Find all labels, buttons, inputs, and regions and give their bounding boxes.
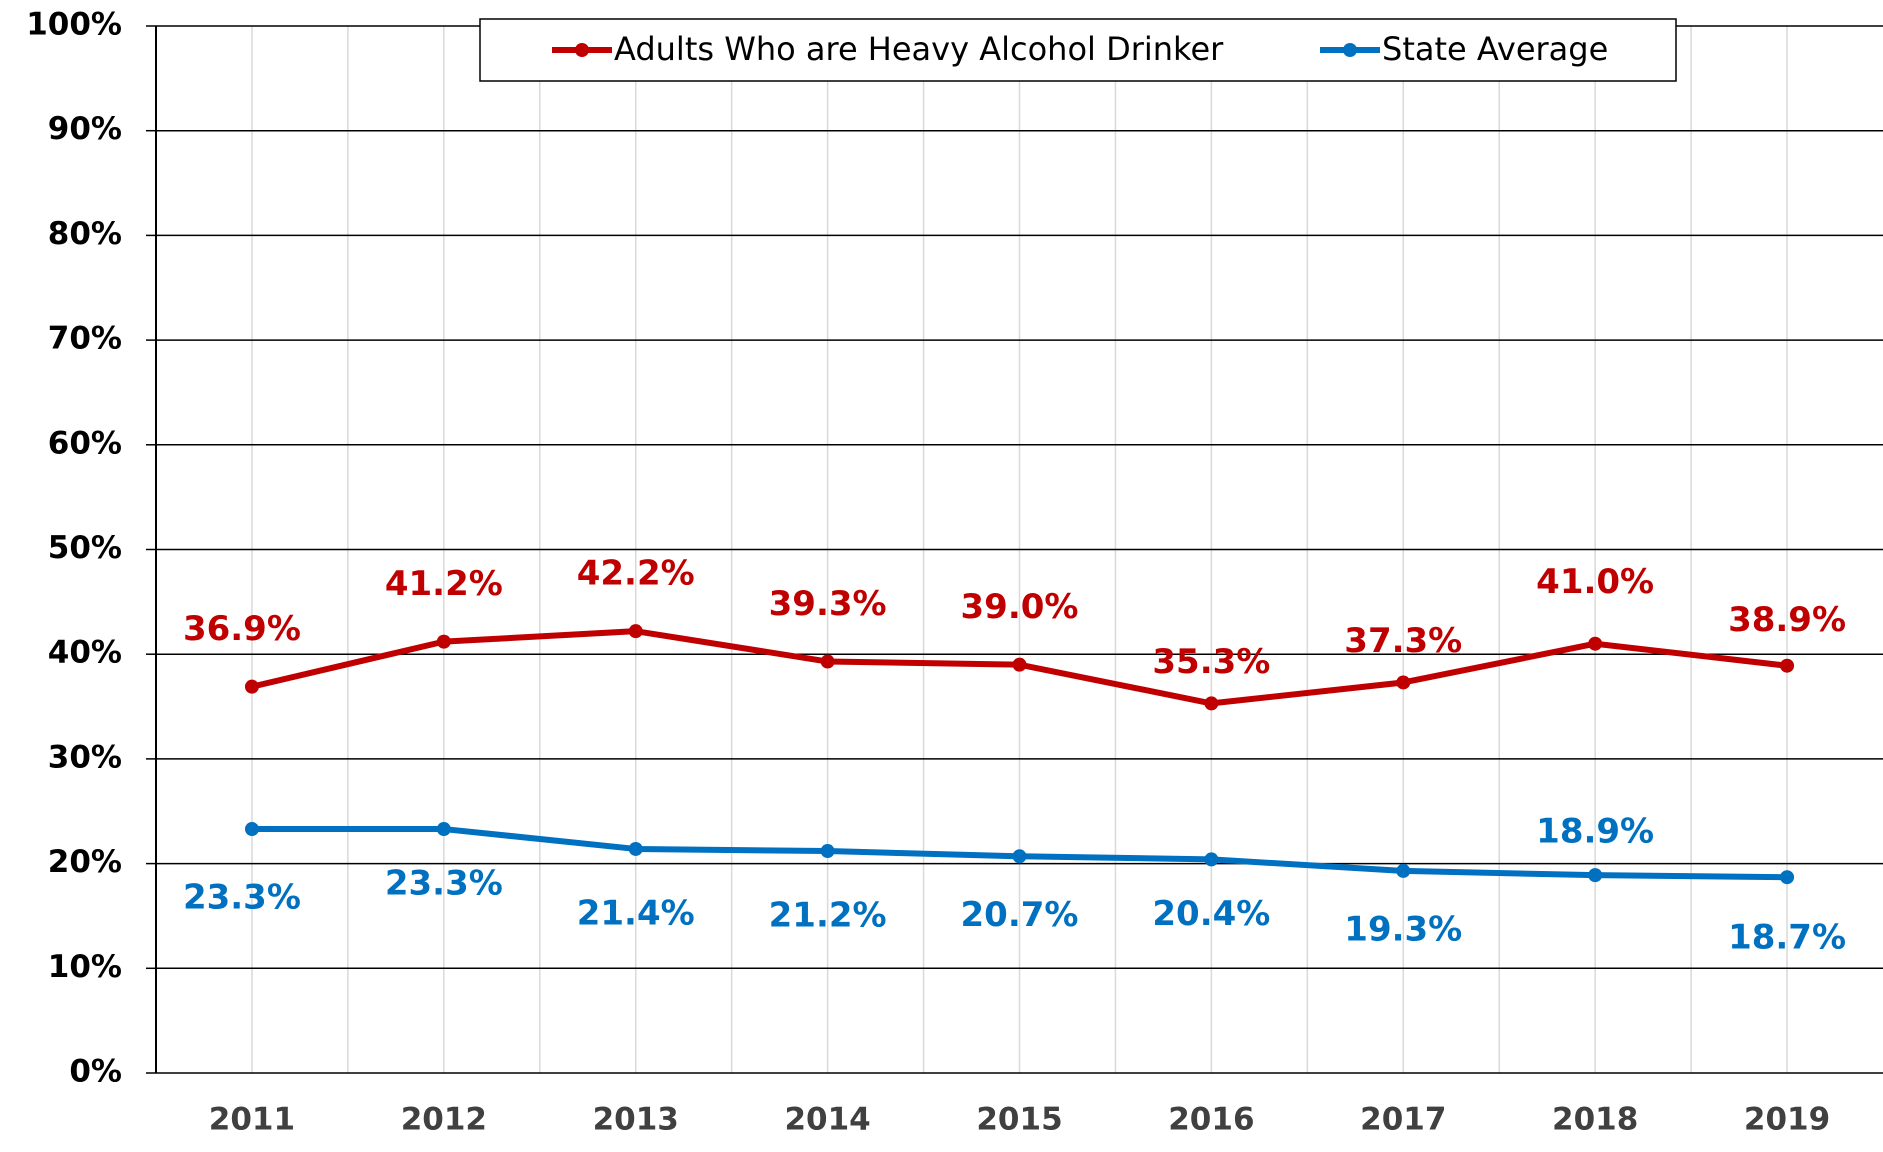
- data-label: 37.3%: [1344, 621, 1462, 661]
- data-label: 18.9%: [1536, 812, 1654, 852]
- data-point: [628, 841, 643, 856]
- data-label: 21.4%: [577, 893, 695, 933]
- data-point: [1780, 870, 1795, 885]
- data-label: 39.3%: [769, 584, 887, 624]
- y-tick-label: 50%: [48, 530, 122, 566]
- data-label: 38.9%: [1728, 600, 1846, 640]
- data-label: 19.3%: [1344, 909, 1462, 949]
- data-point: [436, 822, 451, 837]
- data-label: 23.3%: [385, 864, 503, 904]
- data-label: 23.3%: [183, 878, 301, 918]
- y-tick-label: 100%: [26, 7, 122, 43]
- data-point: [628, 624, 643, 639]
- data-point: [244, 822, 259, 837]
- data-point: [1588, 868, 1603, 883]
- y-tick-label: 40%: [48, 635, 122, 671]
- data-point: [1396, 863, 1411, 878]
- data-label: 39.0%: [961, 587, 1079, 627]
- x-tick-label: 2017: [1360, 1102, 1446, 1138]
- x-tick-label: 2012: [401, 1102, 487, 1138]
- legend-marker: [575, 43, 589, 57]
- data-label: 41.0%: [1536, 562, 1654, 602]
- data-point: [436, 634, 451, 649]
- data-point: [1204, 696, 1219, 711]
- data-label: 36.9%: [183, 609, 301, 649]
- data-point: [1588, 636, 1603, 651]
- x-tick-label: 2014: [784, 1102, 870, 1138]
- data-label: 41.2%: [385, 564, 503, 604]
- y-tick-label: 70%: [48, 321, 122, 357]
- data-point: [1012, 849, 1027, 864]
- legend-label: Adults Who are Heavy Alcohol Drinker: [614, 30, 1224, 68]
- data-point: [1204, 852, 1219, 867]
- x-tick-label: 2015: [976, 1102, 1062, 1138]
- data-point: [1012, 657, 1027, 672]
- x-tick-label: 2013: [593, 1102, 679, 1138]
- y-tick-label: 30%: [48, 739, 122, 775]
- y-tick-label: 90%: [48, 111, 122, 147]
- data-point: [1396, 675, 1411, 690]
- data-label: 20.7%: [961, 895, 1079, 935]
- y-tick-label: 20%: [48, 844, 122, 880]
- y-tick-label: 10%: [48, 949, 122, 985]
- legend-label: State Average: [1382, 30, 1608, 68]
- x-tick-label: 2011: [209, 1102, 295, 1138]
- data-label: 21.2%: [769, 896, 887, 936]
- data-point: [820, 844, 835, 859]
- y-tick-label: 60%: [48, 425, 122, 461]
- data-point: [820, 654, 835, 669]
- data-label: 18.7%: [1728, 918, 1846, 958]
- data-point: [244, 679, 259, 694]
- y-tick-label: 80%: [48, 216, 122, 252]
- legend-box: [479, 18, 1677, 82]
- x-tick-label: 2018: [1552, 1102, 1638, 1138]
- data-point: [1780, 658, 1795, 673]
- legend-marker: [1343, 43, 1357, 57]
- y-tick-label: 0%: [69, 1054, 122, 1090]
- data-label: 35.3%: [1152, 642, 1270, 682]
- data-label: 42.2%: [577, 554, 695, 594]
- data-label: 20.4%: [1152, 894, 1270, 934]
- x-tick-label: 2019: [1744, 1102, 1830, 1138]
- x-tick-label: 2016: [1168, 1102, 1254, 1138]
